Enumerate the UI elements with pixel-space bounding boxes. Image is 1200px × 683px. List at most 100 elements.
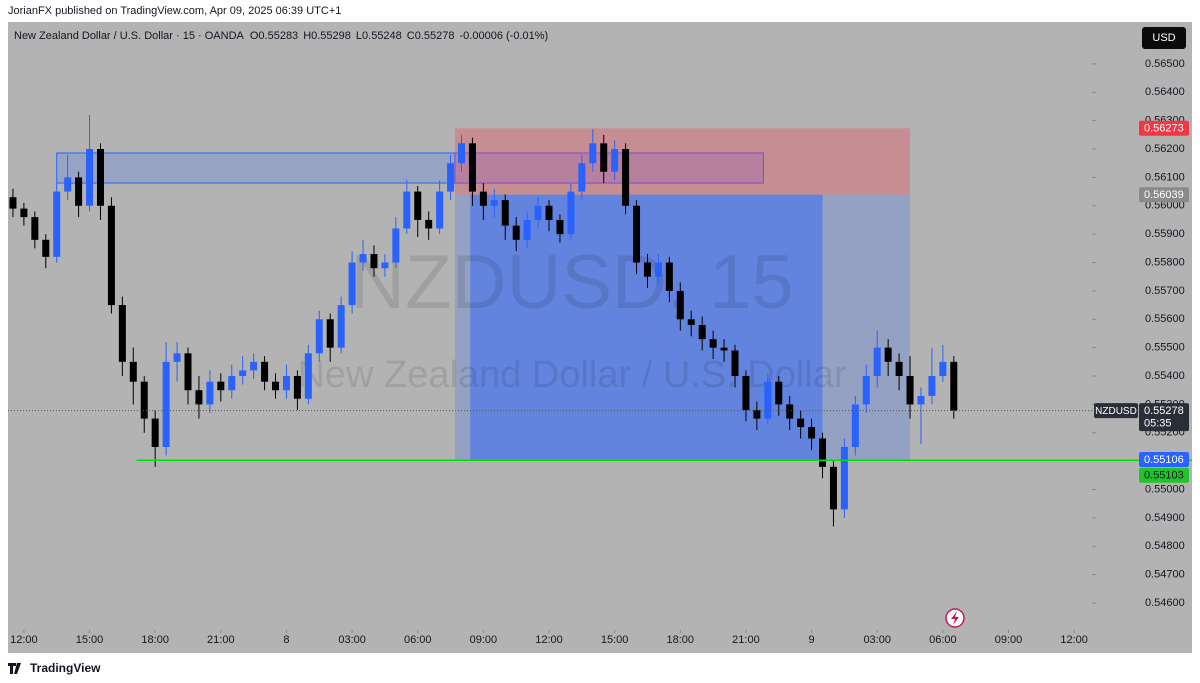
symbol-tag: NZDUSD	[1095, 406, 1137, 417]
candle-body	[293, 376, 301, 399]
candle-body	[873, 347, 881, 377]
candle-body	[392, 228, 400, 263]
candle-body	[556, 219, 564, 235]
candle-body	[75, 177, 83, 206]
x-tick-label: 12:00	[10, 634, 38, 646]
x-tick-label: 09:00	[470, 634, 498, 646]
x-tick-label: 21:00	[732, 634, 760, 646]
candle-body	[228, 376, 236, 391]
y-tick-label: 0.54600	[1145, 597, 1185, 609]
candle-body	[403, 191, 411, 229]
candle-body	[479, 191, 487, 206]
candle-body	[118, 305, 126, 362]
y-tick-label: 0.54700	[1145, 569, 1185, 581]
candle-body	[786, 404, 794, 419]
watermark: NZDUSD, 15 New Zealand Dollar / U.S. Doll…	[297, 240, 846, 396]
candle-body	[884, 347, 892, 362]
candle-body	[436, 191, 444, 229]
candle-body	[775, 381, 783, 405]
candle-body	[272, 381, 280, 391]
candle-body	[490, 200, 498, 206]
y-tick-label: 0.55400	[1145, 370, 1185, 382]
candle-body	[9, 197, 17, 209]
candle-body	[611, 149, 619, 172]
candle-body	[337, 305, 345, 348]
x-tick-label: 8	[283, 634, 289, 646]
candle-body	[359, 254, 367, 263]
x-tick-label: 12:00	[535, 634, 563, 646]
alert-bolt	[951, 611, 959, 625]
watermark-symbol: NZDUSD, 15	[350, 240, 793, 325]
candle-body	[939, 361, 947, 377]
zone-box	[56, 152, 456, 184]
candle-body	[545, 205, 553, 220]
candle-body	[173, 353, 181, 362]
candle-body	[643, 262, 651, 277]
y-tick-label: 0.56400	[1145, 86, 1185, 98]
entry-label-bg	[1139, 187, 1189, 203]
candle-body	[633, 205, 641, 263]
candle-body	[665, 262, 673, 291]
candle-body	[96, 149, 104, 206]
candle-body	[851, 404, 859, 447]
candle-body	[512, 225, 520, 240]
candle-body	[326, 319, 334, 348]
x-tick-label: 15:00	[76, 634, 104, 646]
target-zone	[454, 194, 911, 460]
candle-body	[381, 262, 389, 269]
candle-body	[797, 418, 805, 428]
candle-body	[20, 208, 28, 218]
candle-body	[567, 191, 575, 235]
currency-button[interactable]	[1142, 27, 1186, 49]
x-tick-label: 15:00	[601, 634, 629, 646]
x-tick-label: 21:00	[207, 634, 235, 646]
candle-body	[315, 319, 323, 354]
candle-body	[808, 427, 816, 439]
y-tick-label: 0.56100	[1145, 171, 1185, 183]
candle-body	[928, 376, 936, 396]
candle-body	[151, 418, 159, 447]
ohlc-value: -0.00006 (-0.01%)	[460, 30, 549, 42]
y-tick-label: 0.55800	[1145, 256, 1185, 268]
candle-body	[523, 219, 531, 240]
y-tick-label: 0.56500	[1145, 58, 1185, 70]
y-tick-label: 0.55900	[1145, 228, 1185, 240]
candle-body	[501, 200, 509, 226]
candles	[9, 114, 958, 527]
target-label: 0.55106	[1144, 454, 1184, 466]
candle-body	[457, 143, 465, 164]
candle-body	[698, 324, 706, 340]
candle-body	[840, 446, 848, 510]
candle-body	[140, 381, 148, 419]
ohlc-value: L0.55248	[356, 30, 402, 42]
x-tick-label: 12:00	[1060, 634, 1088, 646]
target-label-bg	[1139, 451, 1189, 467]
y-tick-label: 0.55000	[1145, 483, 1185, 495]
candle-body	[676, 290, 684, 320]
candle-body	[753, 410, 761, 419]
candle-body	[206, 381, 214, 405]
y-tick-label: 0.55600	[1145, 313, 1185, 325]
candle-body	[589, 143, 597, 164]
x-tick-label: 06:00	[929, 634, 957, 646]
candle-body	[764, 381, 772, 419]
candle-body	[86, 149, 94, 206]
candle-body	[687, 319, 695, 325]
legend: New Zealand Dollar / U.S. Dollar · 15 · …	[14, 30, 548, 42]
candle-body	[819, 438, 827, 467]
x-tick-label: 03:00	[863, 634, 891, 646]
price-labels: 0.56273 0.56039 0.55106 0.55103 NZDUSD 0.5527…	[1094, 120, 1189, 483]
y-tick-label: 0.55500	[1145, 342, 1185, 354]
zone-box	[454, 152, 764, 184]
brand-name: TradingView	[30, 661, 101, 675]
candle-body	[622, 149, 630, 206]
watermark-name: New Zealand Dollar / U.S. Dollar	[297, 354, 846, 396]
axes: 0.565000.564000.563000.562000.561000.560…	[10, 58, 1185, 646]
stop-label: 0.56273	[1144, 123, 1184, 135]
candle-body	[731, 350, 739, 377]
ohlc-value: O0.55283	[250, 30, 298, 42]
candle-body	[53, 191, 61, 257]
ohlc-value: H0.55298	[303, 30, 351, 42]
x-tick-label: 18:00	[667, 634, 695, 646]
